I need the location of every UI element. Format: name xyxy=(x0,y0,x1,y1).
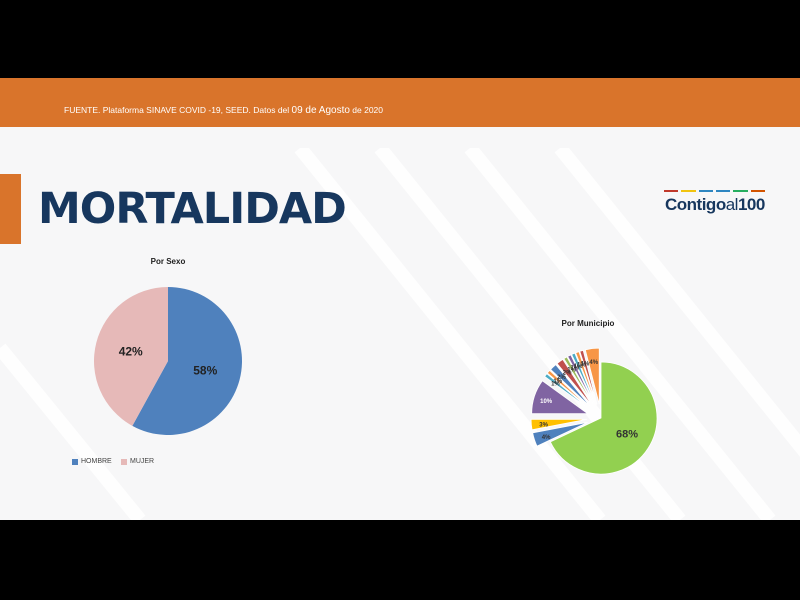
contigo-al-100-logo: Contigoal100 xyxy=(660,190,770,218)
slide: FUENTE. Plataforma SINAVE COVID -19, SEE… xyxy=(0,78,800,520)
pie-slice xyxy=(556,358,594,407)
pie-slice xyxy=(531,380,589,415)
logo-text: Contigoal100 xyxy=(665,195,765,215)
logo-stripe xyxy=(750,190,765,192)
pie-slice xyxy=(544,373,591,410)
slice-label: 42% xyxy=(119,344,143,358)
pie-slice-hombre xyxy=(132,287,242,435)
slice-label: 10% xyxy=(540,399,553,405)
slice-label: 2% xyxy=(557,375,566,381)
pie-slice xyxy=(530,418,588,431)
slice-label: 4% xyxy=(542,435,551,441)
legend-swatch xyxy=(72,458,78,465)
pie-slice-mujer xyxy=(94,287,168,426)
slice-label: 58% xyxy=(193,364,217,378)
slice-label: 1% xyxy=(577,363,586,369)
pie-slice xyxy=(571,352,596,406)
title-accent-bar xyxy=(0,174,21,244)
slice-label: 1% xyxy=(567,367,576,373)
chart-title: Por Municipio xyxy=(562,319,615,328)
slice-label: 1% xyxy=(570,366,579,372)
slice-label: 1% xyxy=(581,362,590,368)
slice-label: 4% xyxy=(589,360,598,366)
pie-chart-por-sexo: Por Sexo 58% 42% xyxy=(94,257,242,435)
source-date: 09 de Agosto xyxy=(291,105,350,116)
source-prefix: FUENTE. Plataforma SINAVE COVID -19, SEE… xyxy=(64,105,292,115)
legend-label: HOMBRE xyxy=(81,458,112,465)
pie-slice xyxy=(575,351,597,405)
pie-slice xyxy=(549,361,658,475)
slice-label: 68% xyxy=(616,429,638,441)
logo-stripe xyxy=(681,190,696,192)
pie-slice xyxy=(550,364,592,409)
legend-label: MUJER xyxy=(130,458,155,465)
pie-slice xyxy=(532,421,588,447)
logo-stripe xyxy=(716,190,731,192)
page-title: MORTALIDAD xyxy=(38,184,347,234)
slice-label: 1% xyxy=(551,382,560,388)
source-note: FUENTE. Plataforma SINAVE COVID -19, SEE… xyxy=(64,105,383,116)
chart-title: Por Sexo xyxy=(151,257,186,266)
logo-stripe xyxy=(664,190,679,192)
pie-slice xyxy=(546,369,591,410)
pie-slice xyxy=(579,349,598,405)
legend-item-mujer: MUJER xyxy=(121,458,154,465)
logo-number: 100 xyxy=(737,195,765,214)
logo-al: al xyxy=(725,195,739,214)
pie-slice xyxy=(584,347,600,405)
pie-slice xyxy=(567,354,596,406)
source-suffix: de 2020 xyxy=(349,105,384,115)
logo-stripe xyxy=(698,190,713,192)
slice-label: 2% xyxy=(563,370,572,376)
pie-chart-por-municipio: Por Municipio 68%4%3%10%1%1%2%2%1%1%1%1%… xyxy=(530,319,658,475)
logo-stripe xyxy=(733,190,748,192)
source-bar: FUENTE. Plataforma SINAVE COVID -19, SEE… xyxy=(0,78,800,127)
legend-item-hombre: HOMBRE xyxy=(72,458,112,465)
slice-label: 1% xyxy=(553,379,562,385)
legend-swatch xyxy=(121,458,127,465)
logo-word: Contigo xyxy=(665,195,726,214)
slice-label: 3% xyxy=(539,422,548,428)
pie-slice xyxy=(563,356,595,407)
slice-label: 1% xyxy=(574,364,583,370)
